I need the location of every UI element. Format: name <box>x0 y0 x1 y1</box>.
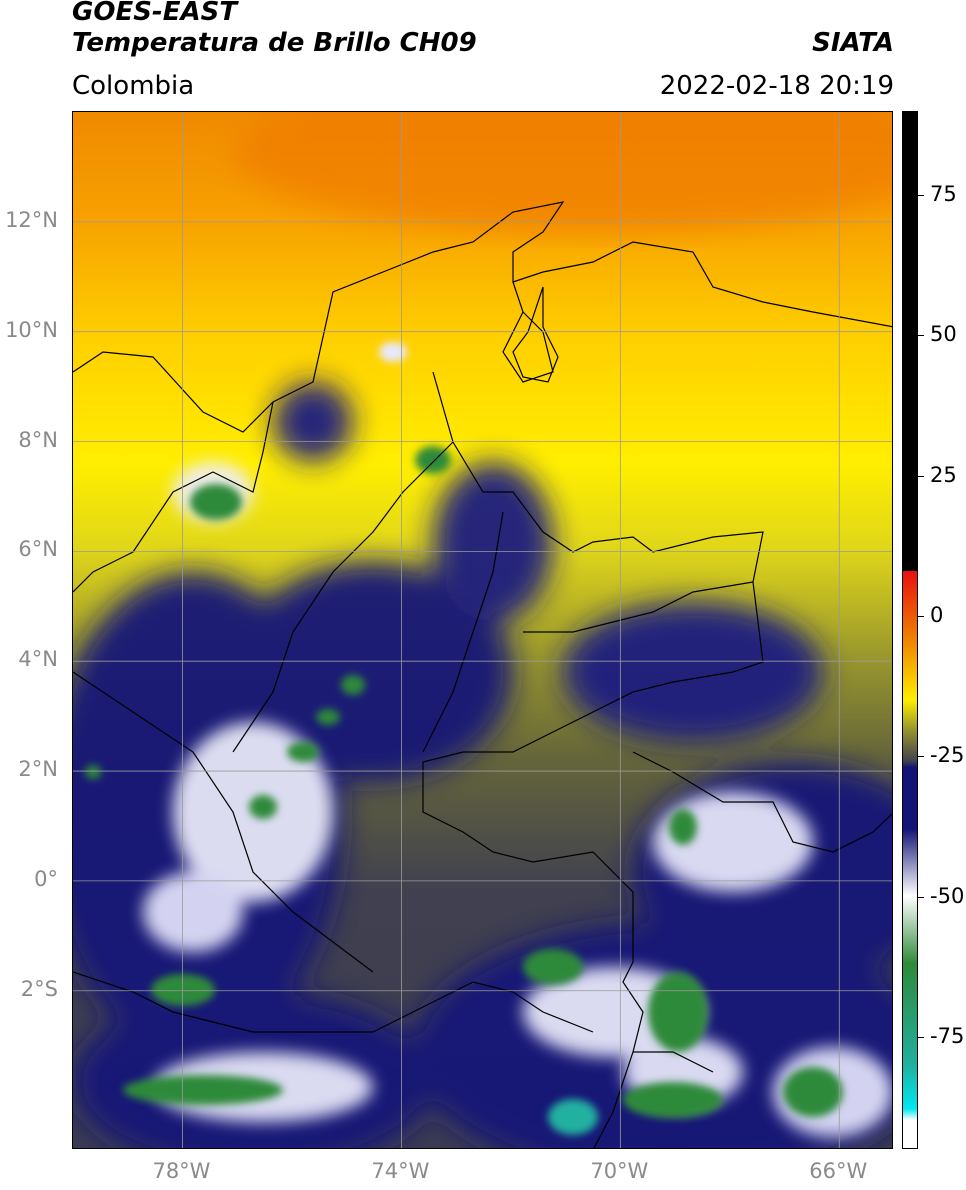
colorbar <box>902 111 918 1149</box>
product-title: Temperatura de Brillo CH09 <box>72 28 477 58</box>
lat-tick-label: 4°N <box>18 647 58 672</box>
lat-tick-label: 8°N <box>18 427 58 452</box>
datetime-label: 2022-02-18 20:19 <box>659 71 894 101</box>
colorbar-tick-label: 0 <box>930 602 944 627</box>
colorbar-tick <box>918 896 924 898</box>
lat-tick-label: 2°S <box>20 976 58 1001</box>
colorbar-tick-label: 75 <box>930 182 957 207</box>
colorbar-tick-label: -75 <box>930 1023 965 1048</box>
lon-tick-label: 78°W <box>152 1159 211 1183</box>
coldest-cores <box>85 342 843 1135</box>
colorbar-tick-label: 25 <box>930 462 957 487</box>
colorbar-tick <box>918 615 924 617</box>
lat-tick-label: 6°N <box>18 537 58 562</box>
lon-tick-label: 74°W <box>371 1159 430 1183</box>
colorbar-tick <box>918 335 924 337</box>
colorbar-tick <box>918 1036 924 1038</box>
gridlines <box>73 112 892 1148</box>
region-label: Colombia <box>72 71 195 101</box>
lon-tick-label: 70°W <box>590 1159 649 1183</box>
agency-title: SIATA <box>812 28 894 58</box>
lat-tick-label: 10°N <box>5 317 58 342</box>
colorbar-tick <box>918 195 924 197</box>
lat-tick-label: 0° <box>34 866 58 891</box>
boundaries <box>73 201 892 1148</box>
colorbar-tick <box>918 756 924 758</box>
lat-tick-label: 2°N <box>18 757 58 782</box>
colorbar-tick-label: -50 <box>930 883 965 908</box>
colorbar-tick-label: -25 <box>930 743 965 768</box>
lat-tick-label: 12°N <box>5 207 58 232</box>
satellite-map[interactable] <box>72 111 893 1149</box>
colorbar-tick <box>918 475 924 477</box>
satellite-title: GOES-EAST <box>72 0 238 27</box>
colorbar-tick-label: 50 <box>930 322 957 347</box>
lon-tick-label: 66°W <box>809 1159 868 1183</box>
